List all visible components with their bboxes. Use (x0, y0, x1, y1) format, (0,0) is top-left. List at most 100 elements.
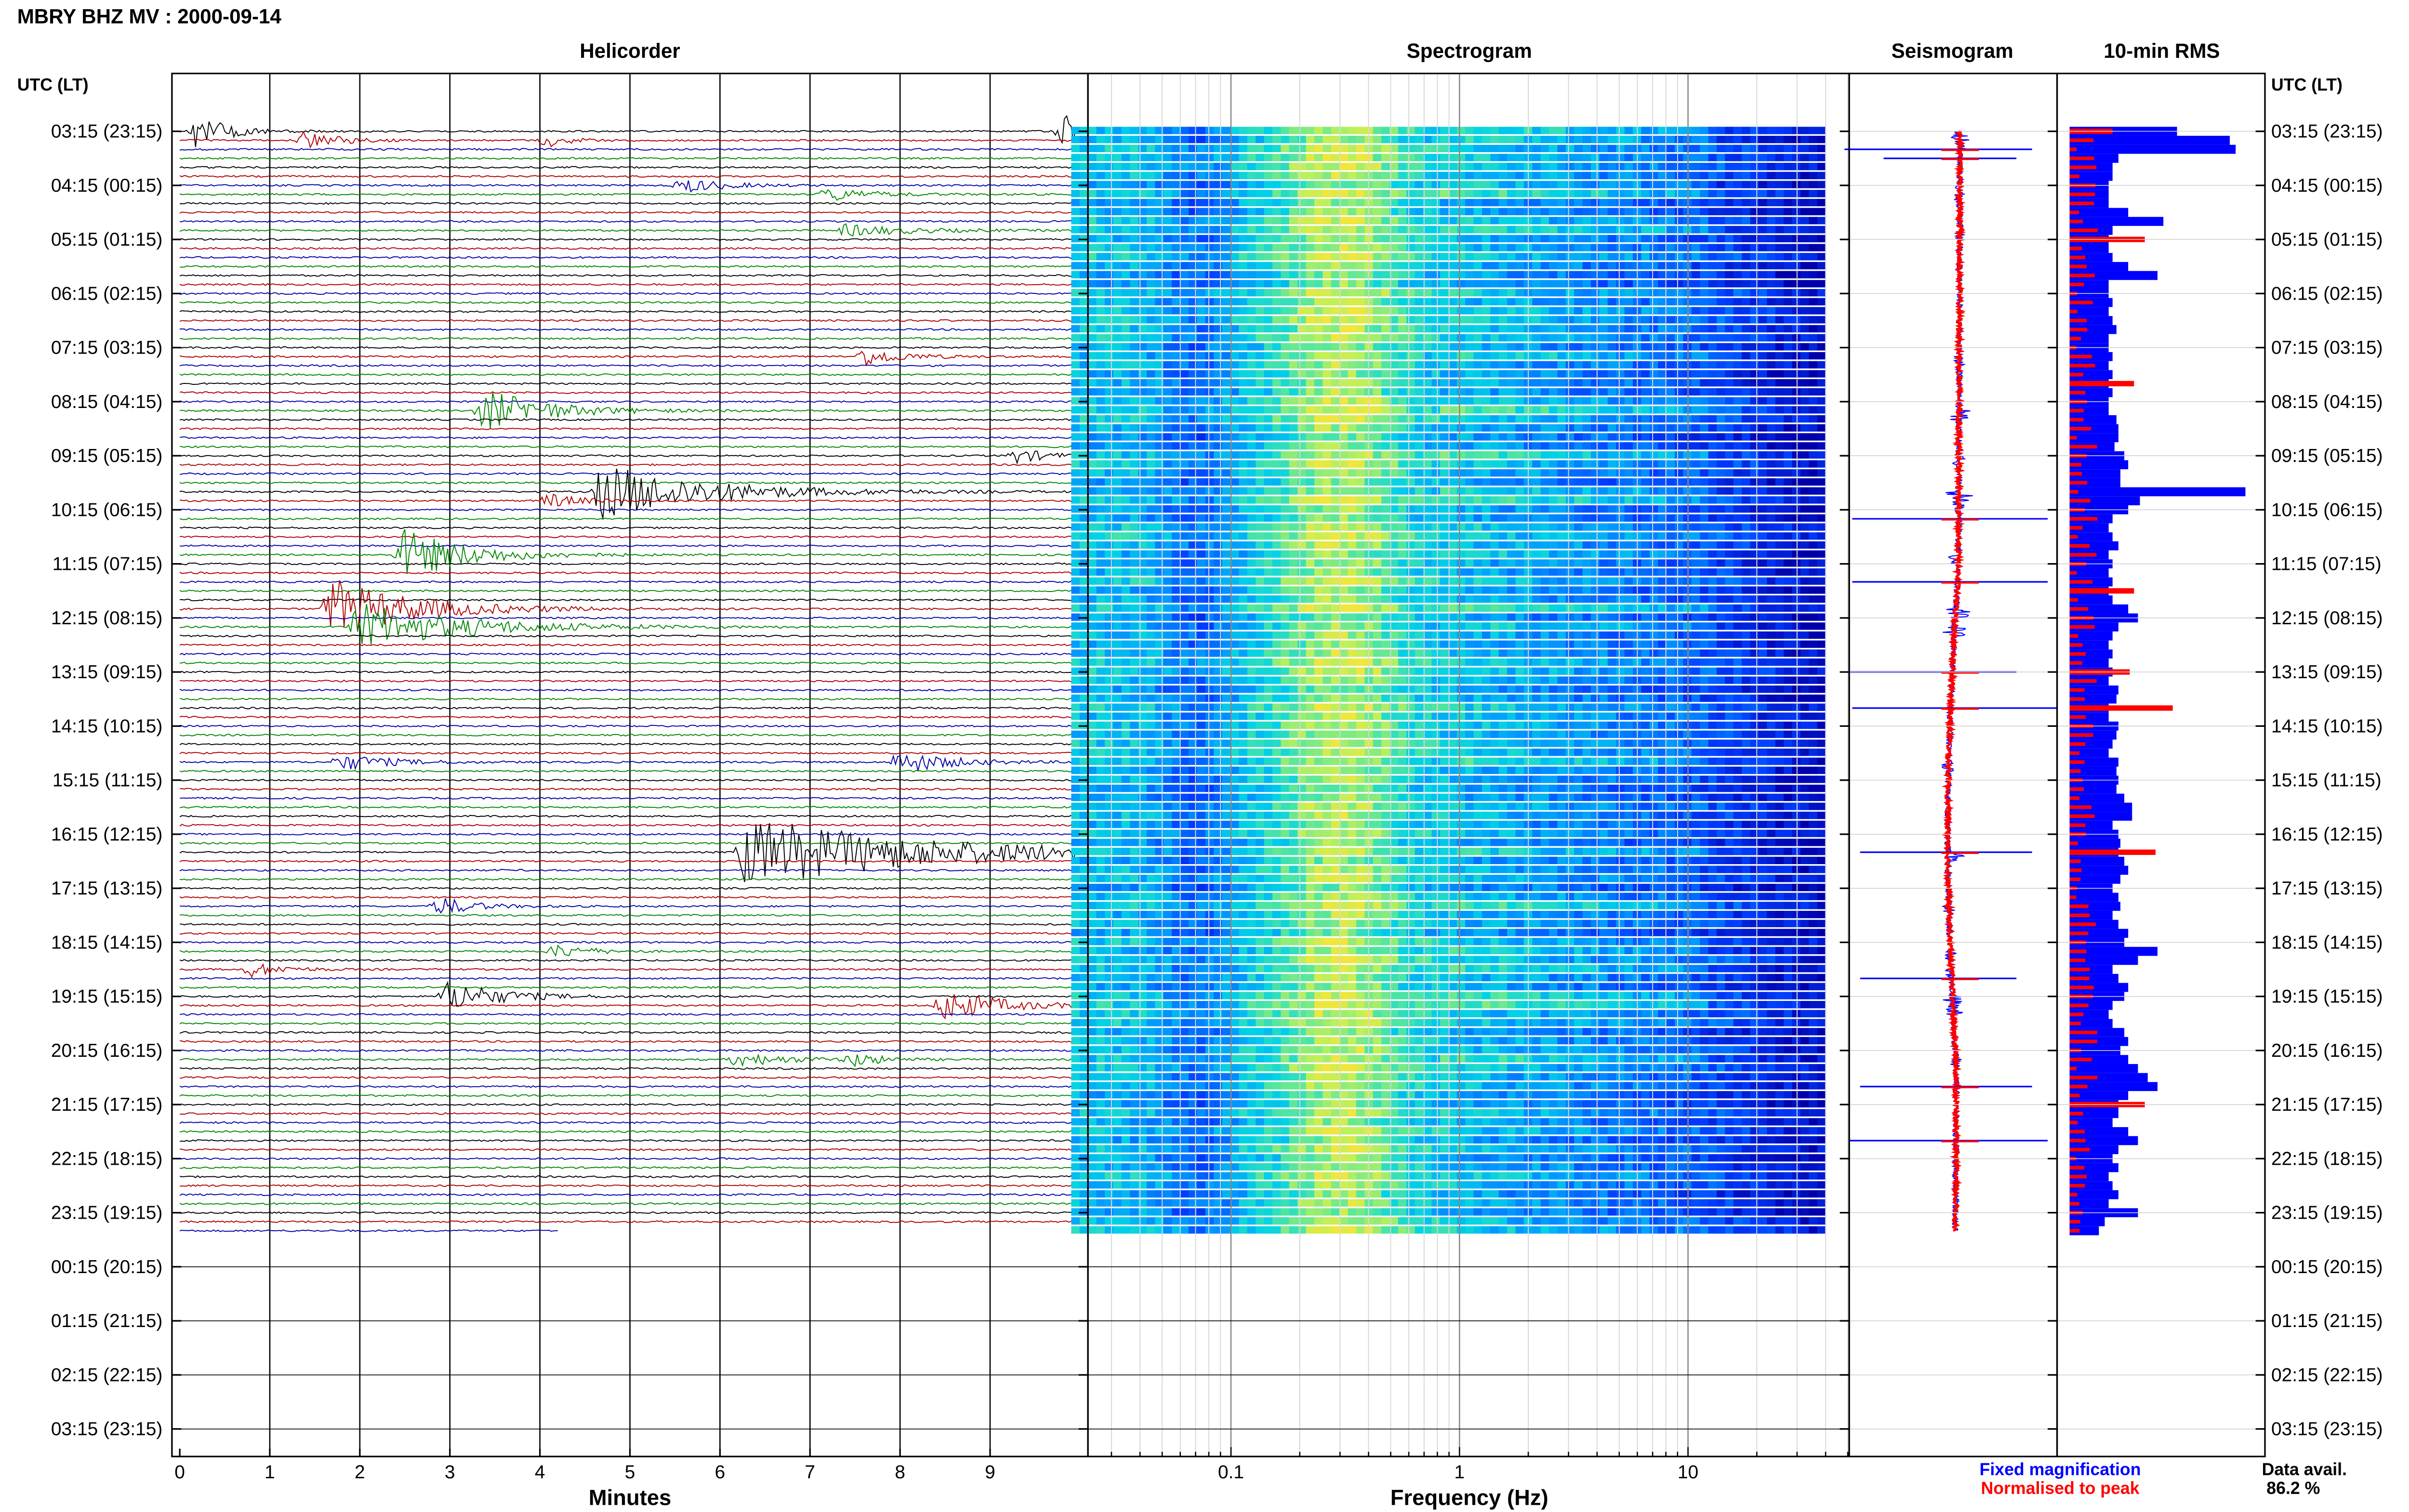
spectrogram-cell (1624, 198, 1633, 207)
spectrogram-cell (1750, 135, 1759, 144)
spectrogram-cell (1323, 307, 1332, 315)
spectrogram-cell (1549, 334, 1558, 342)
spectrogram-cell (1565, 451, 1575, 459)
spectrogram-cell (1507, 334, 1516, 342)
spectrogram-cell (1281, 208, 1290, 215)
spectrogram-cell (1549, 550, 1558, 558)
spectrogram-cell (1113, 135, 1122, 144)
spectrogram-cell (1616, 460, 1625, 468)
spectrogram-cell (1691, 559, 1701, 567)
spectrogram-cell (1155, 415, 1164, 423)
spectrogram-cell (1540, 127, 1549, 134)
spectrogram-cell (1800, 577, 1810, 585)
spectrogram-cell (1088, 604, 1097, 612)
spectrogram-cell (1607, 388, 1617, 396)
spectrogram-cell (1306, 568, 1315, 576)
spectrogram-cell (1758, 523, 1768, 531)
spectrogram-cell (1247, 505, 1257, 513)
spectrogram-cell (1607, 280, 1617, 288)
spectrogram-cell (1758, 379, 1768, 387)
spectrogram-cell (1130, 559, 1139, 567)
spectrogram-cell (1205, 181, 1215, 188)
spectrogram-cell (1138, 171, 1147, 180)
spectrogram-cell (1256, 163, 1265, 171)
spectrogram-cell (1306, 478, 1315, 486)
spectrogram-cell (1113, 244, 1122, 251)
spectrogram-cell (1591, 487, 1600, 495)
spectrogram-cell (1172, 577, 1181, 585)
spectrogram-cell (1616, 307, 1625, 315)
spectrogram-cell (1272, 514, 1282, 522)
spectrogram-cell (1465, 208, 1474, 215)
spectrogram-cell (1565, 487, 1575, 495)
spectrogram-cell (1172, 307, 1181, 315)
spectrogram-cell (1507, 433, 1516, 441)
spectrogram-cell (1549, 253, 1558, 261)
spectrogram-cell (1641, 334, 1650, 342)
spectrogram-cell (1431, 604, 1441, 612)
spectrogram-cell (1155, 388, 1164, 396)
spectrogram-cell (1549, 289, 1558, 297)
spectrogram-cell (1700, 559, 1709, 567)
spectrogram-cell (1331, 145, 1340, 152)
spectrogram-cell (1398, 595, 1407, 603)
spectrogram-cell (1725, 253, 1734, 261)
helicorder-trace (179, 283, 1078, 286)
spectrogram-cell (1767, 397, 1776, 405)
spectrogram-cell (1247, 496, 1257, 504)
spectrogram-cell (1180, 496, 1189, 504)
spectrogram-cell (1557, 217, 1566, 224)
spectrogram-cell (1121, 235, 1131, 243)
spectrogram-cell (1800, 514, 1810, 522)
spectrogram-cell (1113, 181, 1122, 188)
spectrogram-cell (1658, 487, 1667, 495)
spectrogram-cell (1071, 478, 1080, 486)
spectrogram-cell (1658, 595, 1667, 603)
spectrogram-cell (1784, 505, 1793, 513)
spectrogram-cell (1456, 604, 1466, 612)
spectrogram-cell (1431, 352, 1441, 360)
spectrogram-cell (1674, 334, 1684, 342)
spectrogram-cell (1540, 550, 1549, 558)
spectrogram-cell (1674, 397, 1684, 405)
spectrogram-cell (1289, 388, 1298, 396)
spectrogram-cell (1809, 514, 1818, 522)
spectrogram-cell (1222, 135, 1231, 144)
spectrogram-cell (1197, 271, 1206, 278)
spectrogram-cell (1700, 217, 1709, 224)
spectrogram-cell (1758, 487, 1768, 495)
spectrogram-cell (1507, 171, 1516, 180)
spectrogram-cell (1733, 244, 1743, 251)
spectrogram-cell (1482, 595, 1491, 603)
spectrogram-cell (1214, 271, 1223, 278)
spectrogram-cell (1272, 586, 1282, 594)
spectrogram-cell (1758, 307, 1768, 315)
spectrogram-cell (1172, 586, 1181, 594)
spectrogram-cell (1079, 262, 1089, 270)
spectrogram-cell (1649, 244, 1659, 251)
spectrogram-cell (1197, 307, 1206, 315)
spectrogram-cell (1373, 415, 1382, 423)
helicorder-trace (180, 265, 1078, 268)
spectrogram-cell (1725, 298, 1734, 306)
spectrogram-cell (1733, 253, 1743, 261)
spectrogram-cell (1674, 316, 1684, 324)
spectrogram-cell (1272, 505, 1282, 513)
spectrogram-cell (1817, 145, 1827, 152)
spectrogram-cell (1356, 280, 1365, 288)
spectrogram-cell (1582, 352, 1591, 360)
spectrogram-cell (1532, 451, 1541, 459)
spectrogram-cell (1649, 397, 1659, 405)
spectrogram-cell (1423, 145, 1432, 152)
spectrogram-cell (1532, 469, 1541, 477)
spectrogram-cell (1557, 361, 1566, 369)
spectrogram-cell (1649, 478, 1659, 486)
spectrogram-cell (1742, 135, 1751, 144)
spectrogram-cell (1289, 208, 1298, 215)
spectrogram-cell (1281, 586, 1290, 594)
spectrogram-cell (1071, 135, 1080, 144)
spectrogram-cell (1666, 523, 1675, 531)
spectrogram-cell (1641, 406, 1650, 414)
spectrogram-cell (1356, 307, 1365, 315)
spectrogram-cell (1130, 298, 1139, 306)
